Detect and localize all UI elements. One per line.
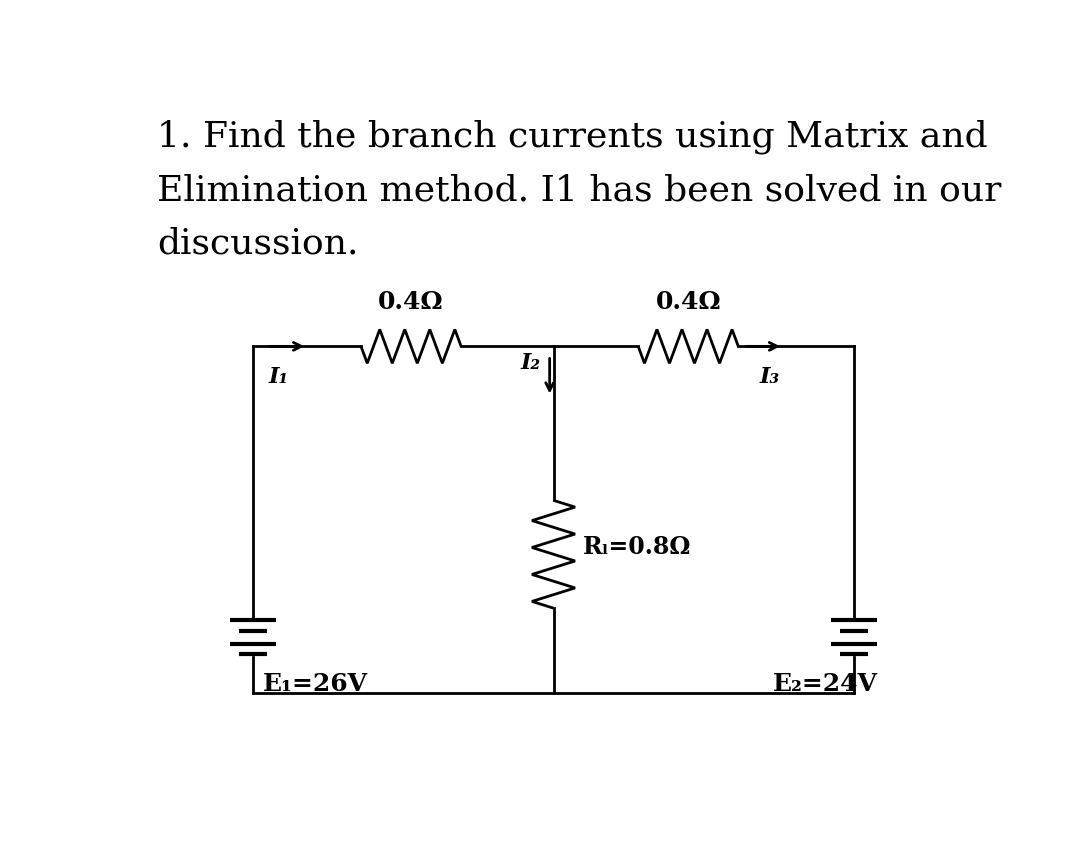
Text: I₂: I₂ xyxy=(521,352,540,374)
Text: Elimination method. I1 has been solved in our: Elimination method. I1 has been solved i… xyxy=(157,173,1001,207)
Text: E₂=24V: E₂=24V xyxy=(773,672,878,696)
Text: E₁=26V: E₁=26V xyxy=(262,672,367,696)
Text: 0.4Ω: 0.4Ω xyxy=(656,290,721,314)
Text: discussion.: discussion. xyxy=(157,227,359,261)
Text: 0.4Ω: 0.4Ω xyxy=(378,290,444,314)
Text: I₁: I₁ xyxy=(269,366,288,388)
Text: Rₗ=0.8Ω: Rₗ=0.8Ω xyxy=(583,535,691,559)
Text: I₃: I₃ xyxy=(760,366,780,388)
Text: 1. Find the branch currents using Matrix and: 1. Find the branch currents using Matrix… xyxy=(157,119,987,154)
